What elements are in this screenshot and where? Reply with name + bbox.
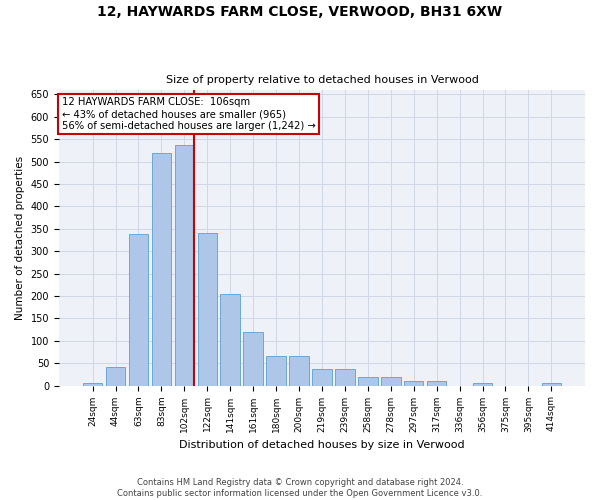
Bar xyxy=(175,145,194,386)
Bar xyxy=(381,376,401,386)
Bar xyxy=(542,384,561,386)
Bar xyxy=(312,369,332,386)
Bar xyxy=(427,381,446,386)
Bar xyxy=(289,356,309,386)
Text: Contains HM Land Registry data © Crown copyright and database right 2024.
Contai: Contains HM Land Registry data © Crown c… xyxy=(118,478,482,498)
Bar xyxy=(106,367,125,386)
Bar xyxy=(128,234,148,386)
Bar xyxy=(266,356,286,386)
Text: 12 HAYWARDS FARM CLOSE:  106sqm
← 43% of detached houses are smaller (965)
56% o: 12 HAYWARDS FARM CLOSE: 106sqm ← 43% of … xyxy=(62,98,315,130)
Bar xyxy=(83,384,103,386)
Title: Size of property relative to detached houses in Verwood: Size of property relative to detached ho… xyxy=(166,75,478,85)
Bar xyxy=(404,381,424,386)
Bar xyxy=(244,332,263,386)
Bar xyxy=(197,234,217,386)
Bar xyxy=(220,294,240,386)
Text: 12, HAYWARDS FARM CLOSE, VERWOOD, BH31 6XW: 12, HAYWARDS FARM CLOSE, VERWOOD, BH31 6… xyxy=(97,5,503,19)
Bar xyxy=(335,369,355,386)
Bar xyxy=(358,376,377,386)
Bar xyxy=(473,384,492,386)
Y-axis label: Number of detached properties: Number of detached properties xyxy=(15,156,25,320)
X-axis label: Distribution of detached houses by size in Verwood: Distribution of detached houses by size … xyxy=(179,440,465,450)
Bar xyxy=(152,152,171,386)
